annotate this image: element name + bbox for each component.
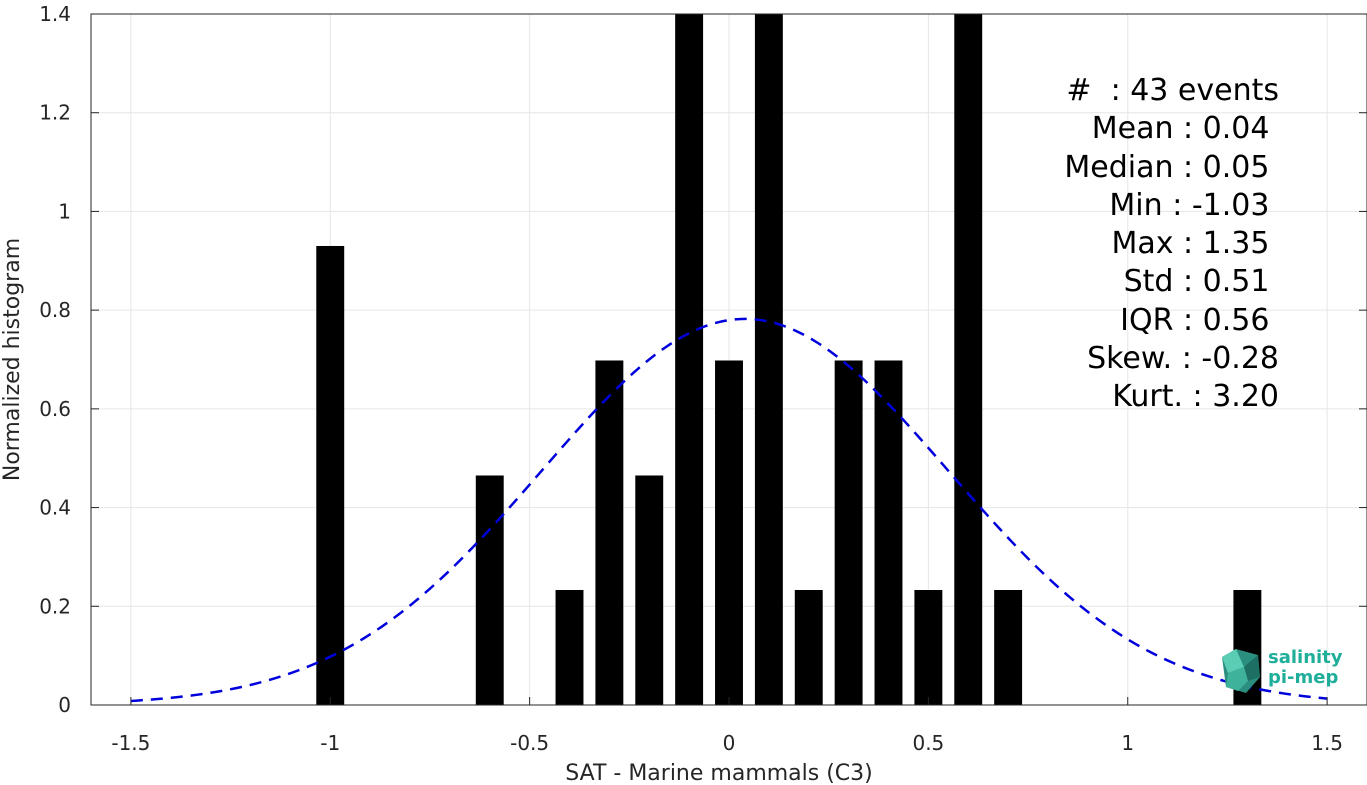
stat-line-3: Min : -1.03 [1109, 187, 1279, 223]
y-tick-label-6: 1.2 [39, 101, 71, 125]
logo-emblem-icon [1222, 649, 1260, 693]
y-tick-label-5: 1 [58, 199, 71, 223]
x-tick-label-2: -0.5 [510, 731, 549, 755]
histogram-bar-12 [954, 14, 983, 705]
x-tick-label-6: 1.5 [1311, 731, 1343, 755]
histogram-bar-5 [675, 14, 704, 705]
histogram-bar-1 [475, 475, 504, 705]
stat-line-6: IQR : 0.56 [1120, 302, 1279, 338]
y-axis-label: Normalized histogram [0, 238, 25, 481]
x-axis-ticks: -1.5 -1 -0.5 0 0.5 1 1.5 [111, 697, 1343, 755]
histogram-bar-9 [834, 360, 863, 705]
stat-line-7: Skew. : -0.28 [1087, 341, 1279, 377]
histogram-bar-7 [754, 14, 783, 705]
grid-lines [91, 13, 1367, 706]
histogram-bar-0 [316, 245, 345, 705]
y-axis-ticks: 0 0.2 0.4 0.6 0.8 1 1.2 1.4 [39, 2, 1367, 717]
y-tick-label-0: 0 [58, 693, 71, 717]
x-tick-label-0: -1.5 [111, 731, 150, 755]
logo-text-line2: pi-mep [1268, 667, 1339, 688]
histogram-bar-10 [874, 360, 903, 705]
y-tick-label-7: 1.4 [39, 2, 71, 26]
histogram-bar-2 [555, 589, 584, 705]
salinity-pi-mep-logo: salinity pi-mep [1218, 645, 1348, 695]
histogram-bar-8 [794, 589, 823, 705]
stat-line-8: Kurt. : 3.20 [1112, 379, 1279, 415]
histogram-bar-6 [715, 360, 743, 705]
x-tick-label-5: 1 [1121, 731, 1134, 755]
x-axis-label: SAT - Marine mammals (C3) [565, 761, 873, 785]
x-tick-label-4: 0.5 [912, 731, 944, 755]
y-tick-label-3: 0.6 [39, 397, 71, 421]
histogram-bars [316, 14, 1262, 705]
histogram-bar-11 [914, 589, 943, 705]
histogram-bar-13 [994, 589, 1023, 705]
stat-line-1: Mean : 0.04 [1091, 111, 1279, 147]
y-tick-label-4: 0.8 [39, 298, 71, 322]
logo-text-line1: salinity [1268, 647, 1343, 668]
stat-line-4: Max : 1.35 [1111, 226, 1279, 262]
y-tick-label-1: 0.2 [39, 594, 71, 618]
statistics-box: # : 43 events Mean : 0.04 Median : 0.05 M… [1064, 72, 1279, 417]
stat-line-0: # : 43 events [1066, 73, 1279, 108]
x-tick-label-3: 0 [723, 731, 736, 755]
x-tick-label-1: -1 [320, 731, 340, 755]
gaussian-fit-curve [130, 317, 1328, 703]
histogram-bar-4 [635, 475, 664, 705]
histogram-bar-3 [595, 360, 624, 705]
stat-line-2: Median : 0.05 [1064, 149, 1279, 185]
y-tick-label-2: 0.4 [39, 496, 71, 520]
stat-line-5: Std : 0.51 [1123, 264, 1279, 300]
